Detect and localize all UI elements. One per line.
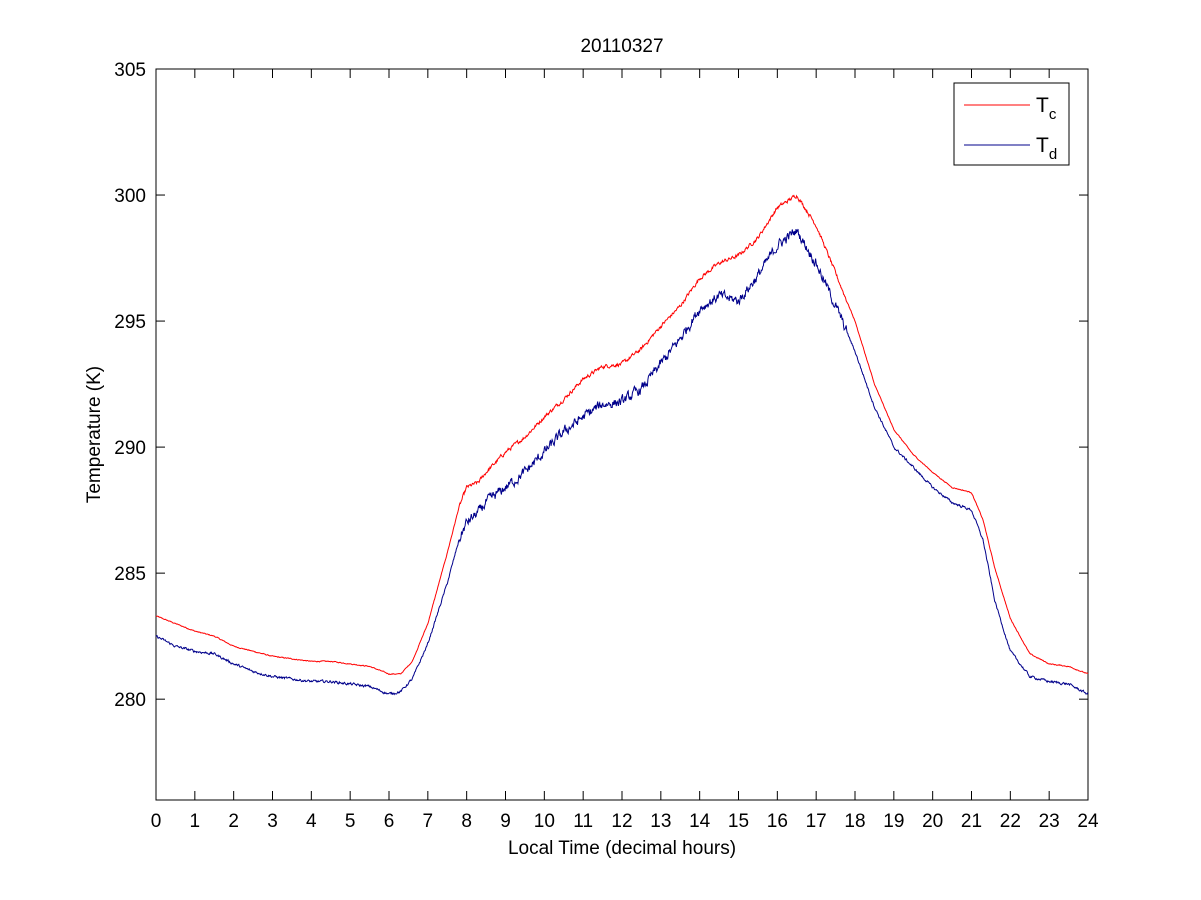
y-tick-label: 290: [114, 438, 146, 459]
x-tick-label: 20: [922, 811, 943, 832]
y-tick-label: 280: [114, 690, 146, 711]
x-tick-label: 10: [534, 811, 555, 832]
x-tick-label: 1: [190, 811, 201, 832]
legend-box: [953, 82, 1070, 166]
x-tick-label: 14: [689, 811, 711, 832]
y-tick-label: 285: [114, 564, 146, 585]
x-tick-label: 6: [384, 811, 395, 832]
x-tick-label: 19: [883, 811, 904, 832]
x-tick-label: 11: [573, 811, 593, 832]
series-layer: [155, 194, 1089, 696]
y-axis: 280 285 290 295 300 305: [114, 60, 1088, 711]
series-line-T-d: [155, 228, 1089, 696]
x-tick-label: 3: [267, 811, 278, 832]
x-tick-label: 21: [961, 811, 982, 832]
x-tick-label: 18: [844, 811, 865, 832]
y-tick-label: 295: [114, 312, 146, 333]
y-tick-label: 300: [114, 186, 146, 207]
y-axis-label: Temperature (K): [84, 366, 105, 503]
x-tick-label: 12: [611, 811, 632, 832]
x-tick-label: 15: [728, 811, 749, 832]
legend-label: Tc: [1036, 94, 1057, 123]
x-tick-label: 2: [228, 811, 239, 832]
x-tick-label: 8: [461, 811, 472, 832]
legend-label: Td: [1036, 134, 1057, 163]
x-tick-label: 9: [500, 811, 511, 832]
x-tick-label: 23: [1039, 811, 1060, 832]
x-tick-label: 22: [1000, 811, 1021, 832]
x-axis: 0 1 2 3 4 5 6 7 8 9 10 11 12 13 14 15 16 17 18 19 20 21 22 23 24: [151, 69, 1099, 832]
x-tick-label: 24: [1077, 811, 1099, 832]
series-line-T-c: [155, 194, 1089, 676]
x-tick-label: 13: [650, 811, 671, 832]
x-tick-label: 17: [806, 811, 827, 832]
x-tick-label: 0: [151, 811, 162, 832]
chart-title: 20110327: [580, 36, 663, 57]
y-tick-label: 305: [114, 60, 146, 81]
x-tick-label: 16: [767, 811, 788, 832]
x-tick-label: 5: [345, 811, 356, 832]
x-tick-label: 4: [306, 811, 317, 832]
x-axis-label: Local Time (decimal hours): [508, 838, 736, 859]
x-tick-label: 7: [423, 811, 434, 832]
plot-area: [155, 68, 1089, 801]
legend: Tc Td: [953, 82, 1070, 166]
